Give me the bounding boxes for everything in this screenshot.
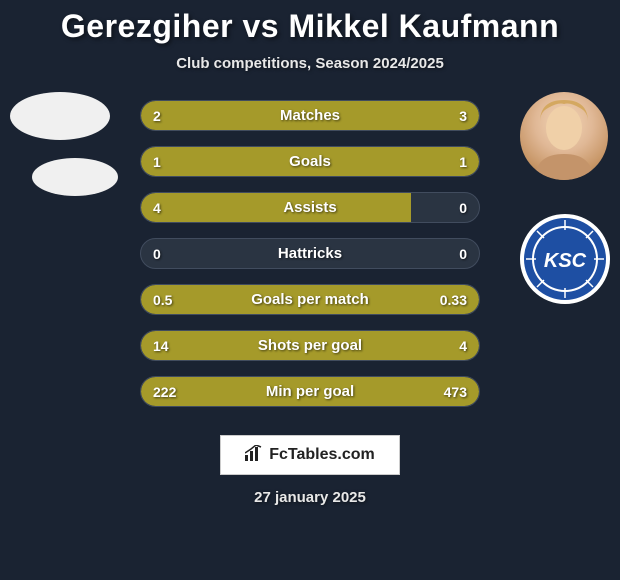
- player-photo-icon: [520, 92, 608, 180]
- stat-row: 144Shots per goal: [140, 330, 480, 361]
- stat-value-left: 0.5: [153, 285, 172, 314]
- stat-bar-left: [141, 331, 405, 360]
- stat-bar-right: [310, 147, 479, 176]
- stat-row: 23Matches: [140, 100, 480, 131]
- right-club-badge: KSC: [520, 214, 610, 304]
- stat-value-left: 2: [153, 101, 161, 130]
- stat-value-left: 222: [153, 377, 176, 406]
- stat-value-left: 14: [153, 331, 169, 360]
- stat-value-right: 0: [459, 239, 467, 268]
- comparison-title: Gerezgiher vs Mikkel Kaufmann: [0, 0, 620, 45]
- stat-bar-right: [405, 331, 479, 360]
- chart-icon: [245, 445, 263, 466]
- stat-value-left: 0: [153, 239, 161, 268]
- stat-bar-right: [276, 101, 479, 130]
- right-player-avatar: [520, 92, 608, 180]
- stat-bar-left: [141, 101, 276, 130]
- stat-value-left: 1: [153, 147, 161, 176]
- club-badge-icon: KSC: [524, 218, 606, 300]
- stat-row: 0 0Hattricks: [140, 238, 480, 269]
- left-club-badge: [32, 158, 118, 196]
- stat-value-right: 3: [459, 101, 467, 130]
- right-avatars: KSC: [520, 92, 610, 338]
- stat-row: 11Goals: [140, 146, 480, 177]
- footer-date: 27 january 2025: [0, 489, 620, 506]
- comparison-bars: 23Matches11Goals40Assists00Hattricks0.50…: [140, 100, 480, 407]
- footer-logo-text: FcTables.com: [269, 446, 375, 464]
- stat-row: 222473Min per goal: [140, 376, 480, 407]
- left-avatars: [10, 92, 118, 196]
- stat-row: 0.50.33Goals per match: [140, 284, 480, 315]
- svg-text:KSC: KSC: [544, 250, 587, 272]
- footer-logo: FcTables.com: [220, 435, 400, 475]
- left-player-avatar: [10, 92, 110, 140]
- stat-value-right: 473: [444, 377, 467, 406]
- stat-label: Hattricks: [141, 239, 479, 268]
- stat-bar-left: [141, 193, 411, 222]
- stat-value-right: 0.33: [440, 285, 467, 314]
- stat-value-right: 1: [459, 147, 467, 176]
- stat-value-left: 4: [153, 193, 161, 222]
- stat-row: 40Assists: [140, 192, 480, 223]
- comparison-subtitle: Club competitions, Season 2024/2025: [0, 55, 620, 72]
- comparison-content: KSC 23Matches11Goals40Assists00Hattricks…: [0, 100, 620, 407]
- stat-value-right: 4: [459, 331, 467, 360]
- stat-value-right: 0: [459, 193, 467, 222]
- stat-bar-left: [141, 147, 310, 176]
